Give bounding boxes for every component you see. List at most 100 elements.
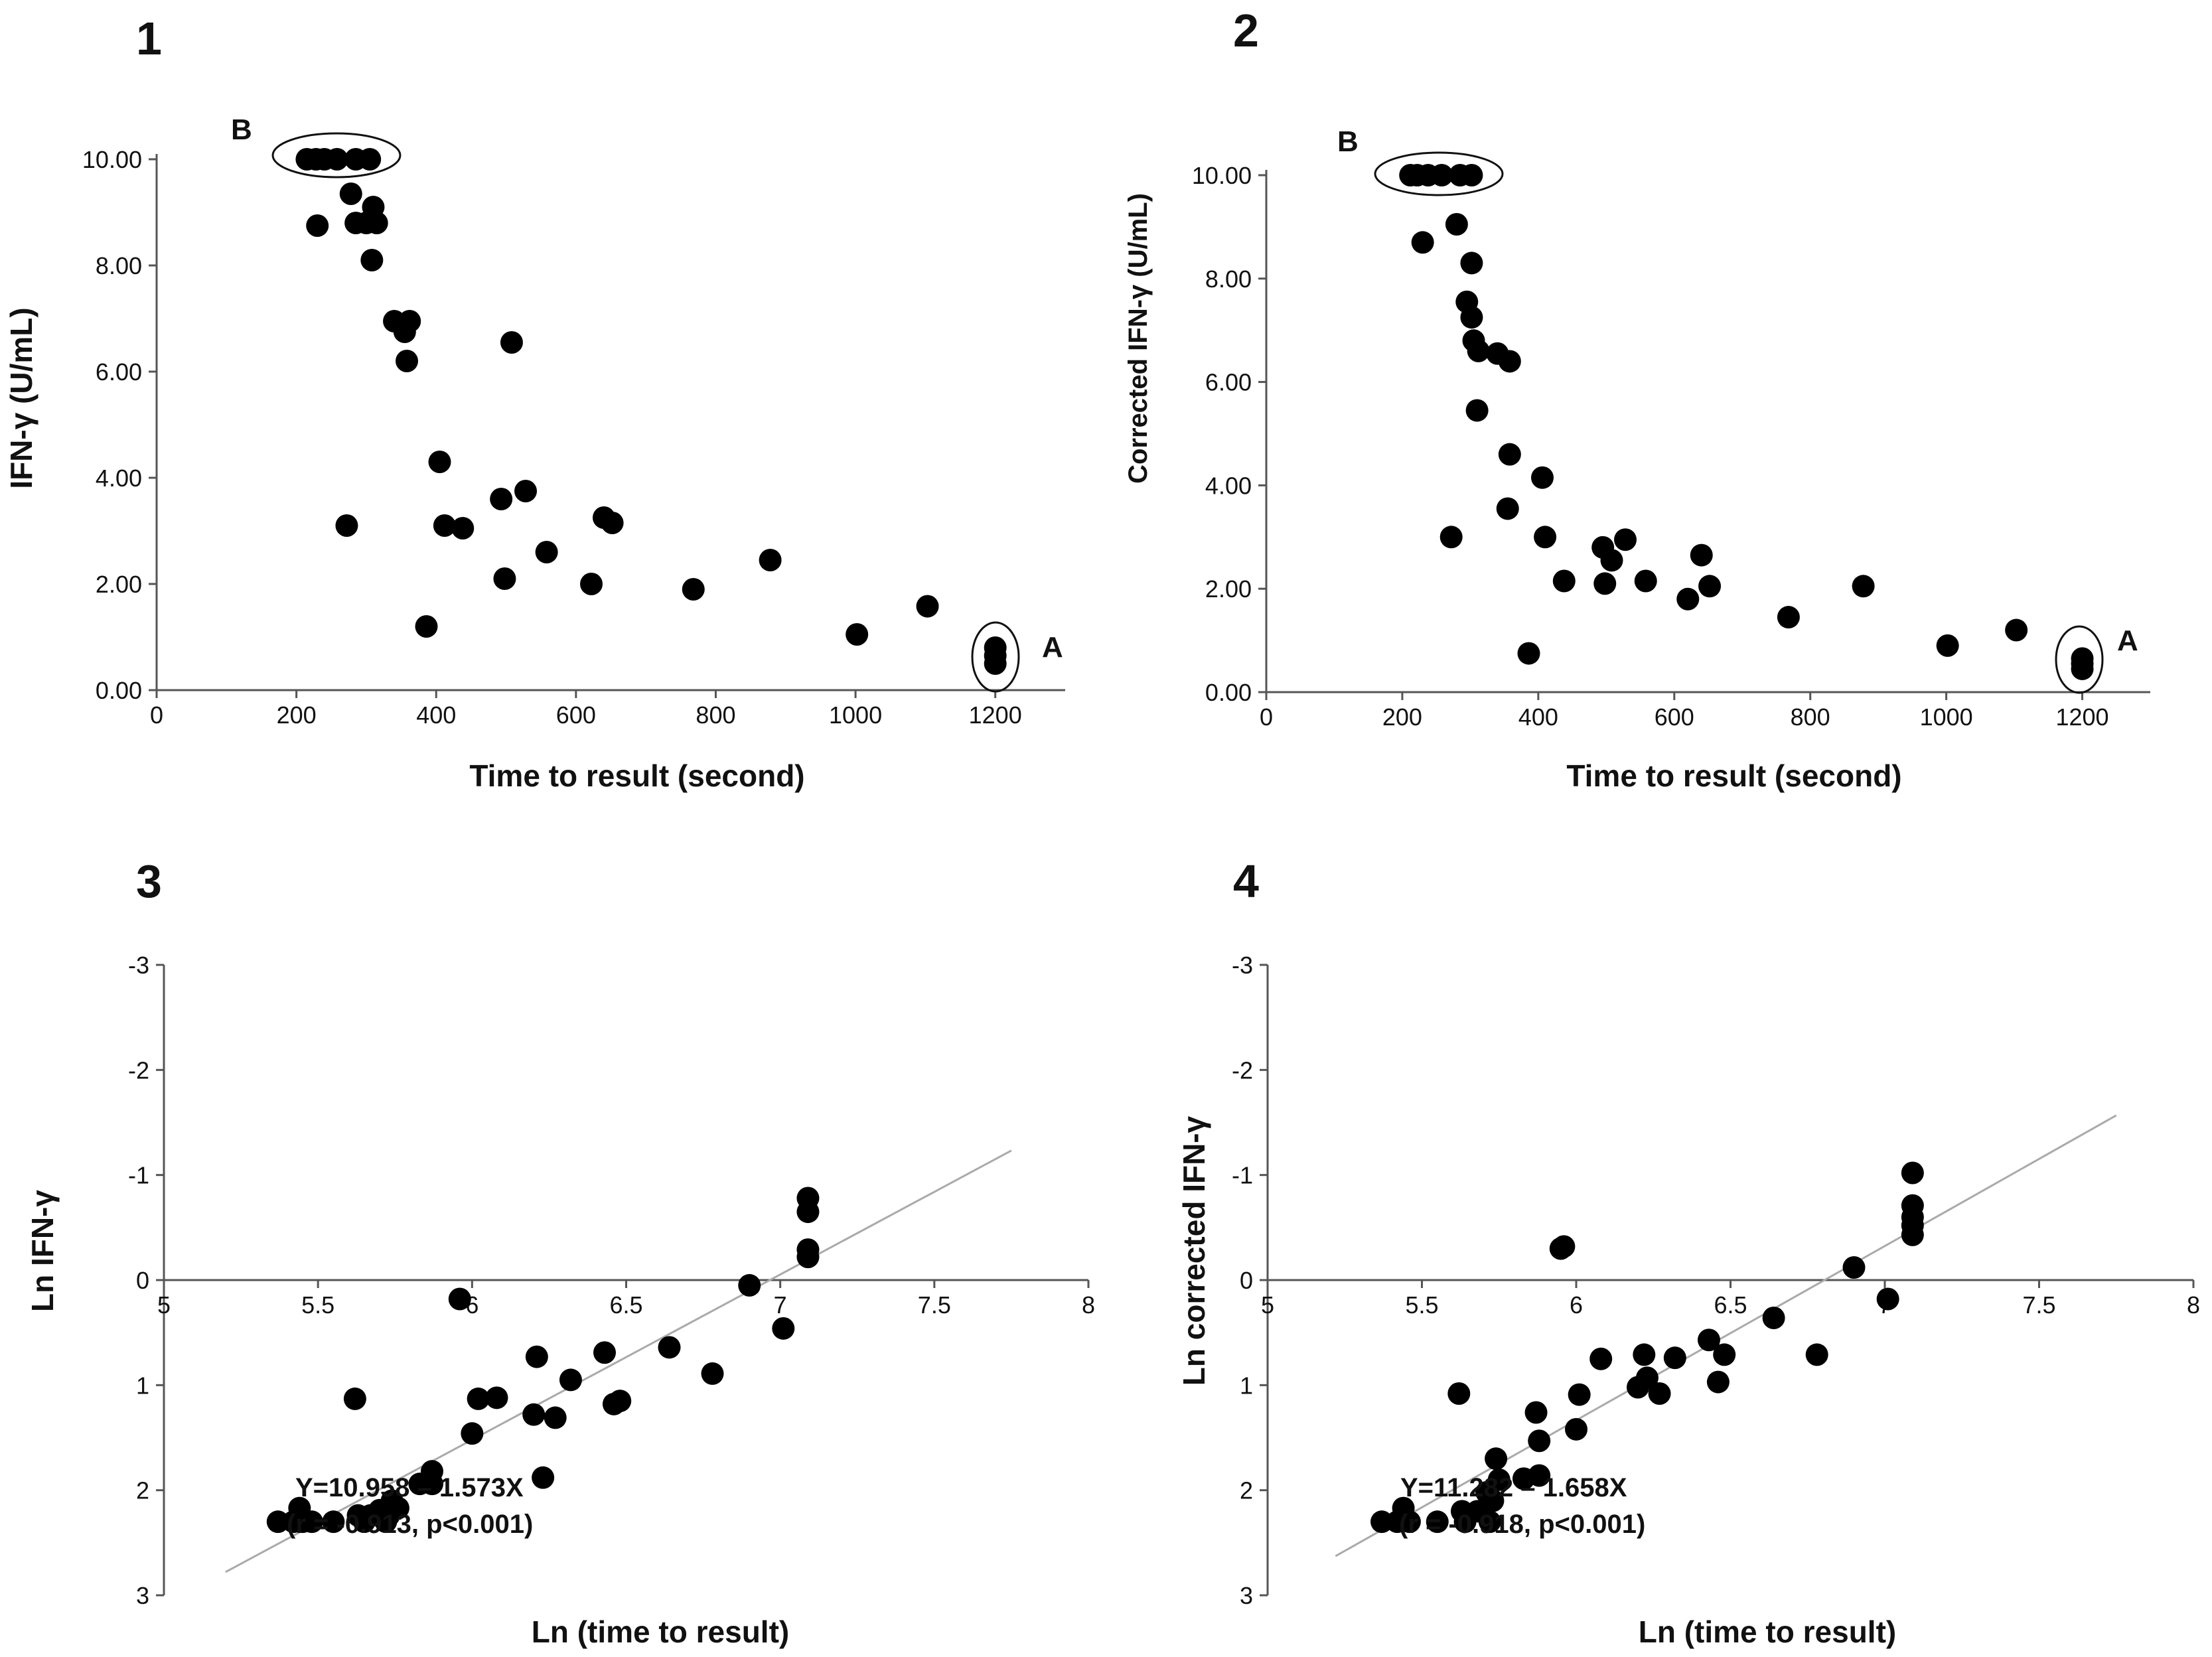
panel-4-data-point [1713, 1343, 1736, 1366]
panel-1-group-a-outline [971, 621, 1020, 693]
panel-3-x-tick-label: 5 [157, 1291, 171, 1319]
panel-4-data-point [1663, 1346, 1686, 1370]
panel-3-regression-line [225, 1149, 1012, 1573]
panel-1-y-tick-label: 10.00 [82, 146, 142, 173]
panel-3-equation: Y=10.958 – 1.573X [295, 1473, 524, 1502]
panel-2-data-point [1552, 569, 1576, 593]
panel-3-x-tick-label: 8 [1082, 1291, 1095, 1319]
panel-1-x-tick-label: 0 [150, 701, 163, 729]
panel-3-data-point [658, 1336, 681, 1359]
panel-3-x-tick-label: 7 [774, 1291, 787, 1319]
panel-2-data-point [1530, 466, 1554, 489]
panel-3-data-point [738, 1273, 761, 1297]
panel-4-x-tick-label: 7.5 [2022, 1291, 2055, 1319]
panel-4-data-point [1487, 1468, 1511, 1491]
panel-4-y-tick-label: 3 [1240, 1582, 1253, 1609]
panel-1-y-tick-label: 6.00 [96, 358, 142, 386]
panel-2-data-point [1460, 164, 1483, 186]
panel-2-data-point [1593, 572, 1617, 595]
panel-3-data-point [467, 1387, 490, 1410]
panel-1-data-point [428, 451, 451, 473]
panel-4-data-point [1370, 1510, 1394, 1534]
panel-2-data-point [1496, 497, 1519, 520]
panel-3-data-point [593, 1341, 616, 1364]
panel-2-y-tick-label: 10.00 [1192, 162, 1252, 189]
panel-3-data-point [544, 1406, 567, 1429]
panel-2-data-point [1439, 526, 1463, 549]
panel-1-data-point [415, 615, 438, 638]
panel-4-data-point [1697, 1329, 1720, 1352]
panel-3-data-point [420, 1460, 443, 1483]
panel-4-data-point [1485, 1447, 1508, 1471]
panel-2-x-tick-label: 800 [1791, 703, 1830, 731]
panel-4-x-tick-label: 6.5 [1714, 1291, 1747, 1319]
panel-4-data-point [1552, 1235, 1576, 1258]
panel-1-data-point [451, 517, 475, 540]
panel-2-y-label: Corrected IFN-γ (U/mL) [1124, 193, 1153, 484]
panel-2-y-tick-label: 4.00 [1205, 472, 1252, 499]
panel-2-annotation-a: A [2117, 624, 2138, 657]
panel-3-y-tick-label: 0 [136, 1267, 149, 1294]
panel-4-data-point [1635, 1366, 1659, 1390]
panel-2-data-point [1460, 306, 1483, 329]
panel-3-data-point [288, 1496, 311, 1520]
panel-2-data-point [2071, 657, 2094, 680]
panel-3-data-point [609, 1390, 632, 1413]
panel-1-data-point [846, 623, 869, 646]
panel-4-data-point [1589, 1347, 1613, 1370]
panel-4-x-label: Ln (time to result) [1639, 1615, 1896, 1649]
panel-2-data-point [1852, 575, 1875, 598]
panel-1-data-point [601, 512, 624, 534]
panel-3-x-tick-label: 5.5 [301, 1291, 334, 1319]
panel-2-x-tick-label: 1200 [2055, 703, 2108, 731]
panel-1-data-point [306, 214, 329, 237]
panel-2-number: 2 [1233, 5, 1259, 56]
panel-2-y-tick-label: 8.00 [1205, 265, 1252, 293]
panel-4-y-tick-label: -1 [1232, 1162, 1253, 1189]
panel-2-data-point [1460, 252, 1483, 275]
panel-2-y-tick-label: 2.00 [1205, 575, 1252, 603]
panel-1-data-point [916, 595, 939, 618]
panel-2-x-tick-label: 200 [1382, 703, 1422, 731]
panel-1-data-point [398, 310, 421, 332]
panel-3-data-point [322, 1510, 345, 1534]
panel-1-data-point [493, 567, 516, 590]
panel-1: 1 0 200 400 600 800 1000 1200 0.00 2.00 4.00 6.00… [4, 13, 1065, 793]
panel-1-x-tick-label: 200 [277, 701, 317, 729]
panel-3-x-tick-label: 6.5 [609, 1291, 642, 1319]
panel-3-y-tick-label: -1 [128, 1162, 149, 1189]
panel-4-x-tick-label: 5 [1261, 1291, 1274, 1319]
panel-4-data-point [1565, 1417, 1587, 1441]
panel-1-data-point [360, 249, 384, 271]
panel-1-y-tick-label: 8.00 [96, 252, 142, 279]
panel-4-data-point [1901, 1161, 1924, 1185]
panel-2-data-point [2005, 618, 2028, 642]
panel-3-data-point [343, 1387, 366, 1410]
panel-2-data-point [1465, 399, 1489, 422]
panel-2-data-point [1936, 634, 1959, 657]
panel-2-data-point [1498, 443, 1521, 466]
panel-4-x-tick-label: 6 [1570, 1291, 1583, 1319]
panel-1-x-tick-label: 1200 [969, 701, 1022, 729]
panel-2-y-tick-label: 0.00 [1205, 679, 1252, 706]
panel-4-number: 4 [1233, 855, 1259, 907]
panel-3-y-label: Ln IFN-γ [25, 1190, 60, 1312]
panel-1-data-point [535, 541, 558, 563]
panel-1-y-tick-label: 2.00 [96, 571, 142, 598]
panel-3-data-point [525, 1345, 548, 1368]
panel-3-data-point [461, 1422, 484, 1445]
panel-2-data-point [1634, 569, 1657, 593]
panel-1-x-tick-label: 1000 [829, 701, 882, 729]
panel-3-stats: (r = -0.913, p<0.001) [287, 1510, 533, 1539]
panel-4-data-point [1633, 1343, 1656, 1366]
panel-3-y-tick-label: 1 [136, 1372, 149, 1399]
panel-2-data-point [1613, 528, 1637, 551]
panel-1-data-point [433, 514, 456, 537]
panel-2-data-point [1467, 339, 1490, 362]
panel-4-data-point [1762, 1307, 1785, 1329]
panel-1-x-tick-label: 400 [416, 701, 456, 729]
panel-1-data-point [358, 148, 382, 171]
panel-2-data-point [1498, 350, 1521, 373]
